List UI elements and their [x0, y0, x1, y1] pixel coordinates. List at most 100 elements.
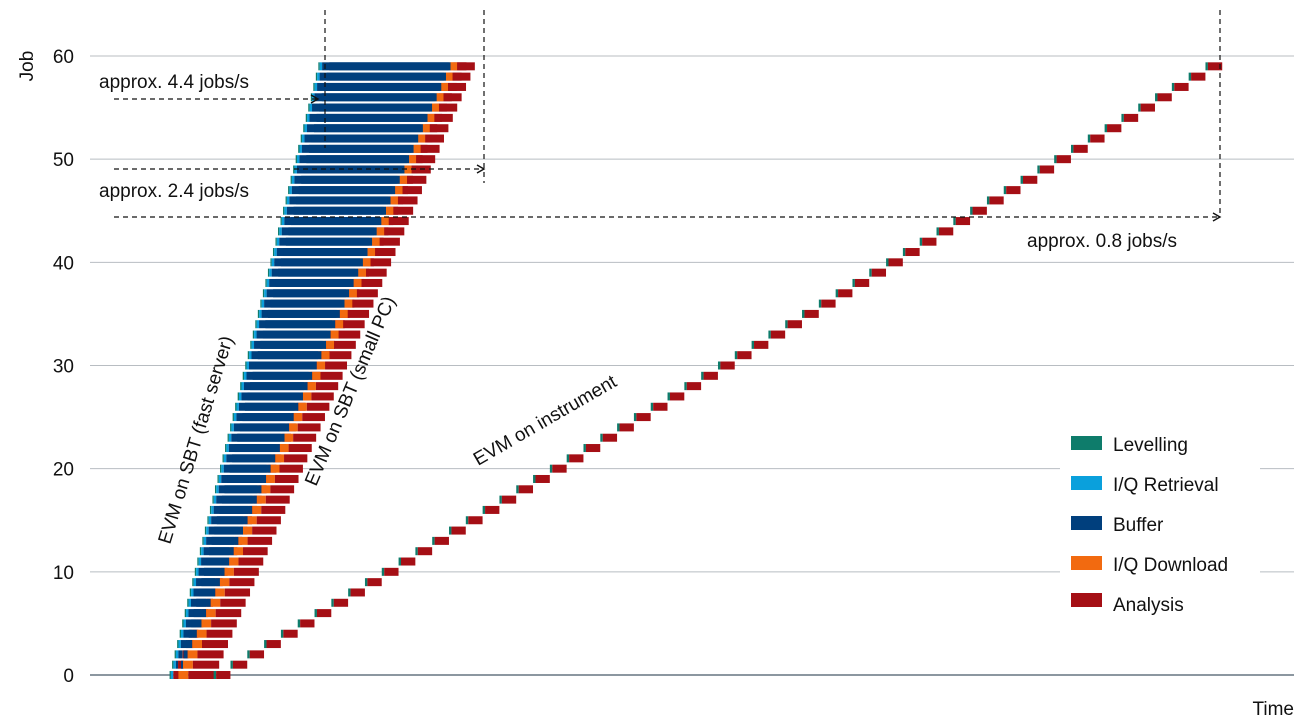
- bar-segment-analysis: [535, 474, 550, 483]
- bar-segment-levelling: [204, 526, 207, 535]
- bar-segment-iq_download: [316, 361, 326, 370]
- bar-segment-analysis: [636, 413, 651, 422]
- bar-segment-iq_download: [289, 423, 298, 432]
- y-tick-labels: 0 10 20 30 40 50 60: [53, 47, 74, 687]
- bar-segment-levelling: [1070, 144, 1074, 153]
- bar-segment-analysis: [871, 268, 887, 277]
- bar-segment-iq_retrieval: [208, 516, 212, 525]
- bar-segment-iq_download: [390, 196, 398, 205]
- bar-segment-analysis: [293, 433, 317, 442]
- bar-segment-levelling: [295, 155, 297, 164]
- bar-segment-levelling: [1155, 93, 1158, 102]
- annotation-rate-fast: approx. 4.4 jobs/s: [99, 72, 249, 93]
- bar-segment-levelling: [179, 629, 181, 638]
- bar-segment-analysis: [265, 495, 290, 504]
- bar-segment-levelling: [250, 340, 252, 349]
- bar-segment-levelling: [300, 134, 303, 143]
- bar-segment-iq_retrieval: [314, 82, 318, 91]
- bar-segment-analysis: [270, 485, 295, 494]
- bar-segment-levelling: [174, 650, 176, 659]
- bar-segment-iq_retrieval: [269, 268, 272, 277]
- y-tick-label: 30: [53, 357, 74, 378]
- bar-segment-iq_download: [409, 155, 417, 164]
- bar-segment-analysis: [420, 144, 440, 153]
- bar-segment-levelling: [1020, 175, 1023, 184]
- bar-segment-levelling: [240, 382, 242, 391]
- bar-segment-levelling: [212, 495, 214, 504]
- series-1: [178, 62, 475, 679]
- bar-segment-levelling: [364, 578, 368, 587]
- bar-segment-buffer: [296, 196, 391, 205]
- bar-segment-analysis: [438, 103, 458, 112]
- bar-segment-iq_retrieval: [233, 413, 237, 422]
- bar-segment-analysis: [501, 495, 517, 504]
- bar-segment-levelling: [869, 268, 872, 277]
- bar-segment-buffer: [303, 165, 405, 174]
- bar-segment-iq_retrieval: [188, 598, 191, 607]
- bar-segment-iq_retrieval: [266, 278, 270, 287]
- legend-item-analysis: Analysis: [1071, 593, 1184, 616]
- bar-segment-levelling: [265, 278, 267, 287]
- bar-segment-levelling: [650, 402, 654, 411]
- bar-segment-levelling: [432, 536, 435, 545]
- bar-segment-iq_retrieval: [289, 186, 292, 195]
- legend: Levelling I/Q Retrieval Buffer I/Q Downl…: [1060, 422, 1260, 620]
- bar-segment-levelling: [1087, 134, 1091, 143]
- bar-segment-iq_retrieval: [299, 144, 302, 153]
- bar-segment-levelling: [189, 588, 192, 597]
- bar-segment-levelling: [305, 113, 308, 122]
- bar-segment-iq_retrieval: [244, 371, 247, 380]
- bar-segment-analysis: [252, 526, 277, 535]
- bar-segment-analysis: [1073, 144, 1088, 153]
- bar-segment-analysis: [407, 175, 427, 184]
- bar-segment-analysis: [602, 433, 618, 442]
- bar-segment-levelling: [232, 413, 234, 422]
- bar-segment-levelling: [1054, 155, 1057, 164]
- bar-segment-levelling: [222, 454, 224, 463]
- bar-segment-iq_retrieval: [170, 671, 174, 679]
- bar-segment-levelling: [1121, 113, 1124, 122]
- bar-segment-analysis: [686, 382, 702, 391]
- bar-segment-buffer: [211, 536, 239, 545]
- bar-segment-iq_download: [399, 175, 408, 184]
- y-axis-title: Job: [17, 51, 38, 82]
- bar-segment-iq_download: [247, 516, 257, 525]
- bar-segment-iq_download: [353, 278, 362, 287]
- bar-segment-buffer: [186, 640, 193, 649]
- bar-segment-levelling: [633, 413, 637, 422]
- y-tick-label: 50: [53, 150, 74, 171]
- bar-segment-analysis: [888, 258, 903, 267]
- bar-segment-levelling: [902, 248, 906, 257]
- bar-segment-iq_retrieval: [271, 258, 275, 267]
- bar-segment-levelling: [381, 567, 385, 576]
- bar-segment-buffer: [252, 371, 313, 380]
- y-tick-label: 0: [63, 666, 74, 687]
- bar-segment-buffer: [301, 175, 400, 184]
- bar-segment-analysis: [434, 113, 453, 122]
- bar-segment-buffer: [229, 464, 271, 473]
- bar-segment-analysis: [397, 196, 418, 205]
- bar-segment-buffer: [262, 330, 331, 339]
- bar-segment-buffer: [216, 516, 248, 525]
- bar-segment-analysis: [770, 330, 786, 339]
- bar-segment-levelling: [199, 547, 202, 556]
- bar-segment-iq_download: [326, 340, 335, 349]
- bar-segment-analysis: [302, 413, 325, 422]
- bar-segment-analysis: [379, 237, 400, 246]
- bar-segment-analysis: [297, 423, 321, 432]
- bar-segment-buffer: [291, 217, 382, 226]
- bar-segment-levelling: [278, 227, 280, 236]
- bar-segment-analysis: [569, 454, 584, 463]
- bar-segment-iq_retrieval: [206, 526, 209, 535]
- bar-segment-levelling: [172, 660, 174, 669]
- bar-segment-analysis: [274, 474, 299, 483]
- bar-segment-analysis: [434, 536, 449, 545]
- bar-segment-analysis: [206, 629, 233, 638]
- bar-segment-buffer: [316, 113, 428, 122]
- bar-segment-iq_download: [298, 402, 307, 411]
- bar-segment-buffer: [203, 567, 225, 576]
- bar-segment-iq_retrieval: [317, 72, 320, 81]
- bar-segment-levelling: [482, 505, 486, 514]
- bar-segment-analysis: [311, 392, 334, 401]
- bar-segment-analysis: [737, 351, 752, 360]
